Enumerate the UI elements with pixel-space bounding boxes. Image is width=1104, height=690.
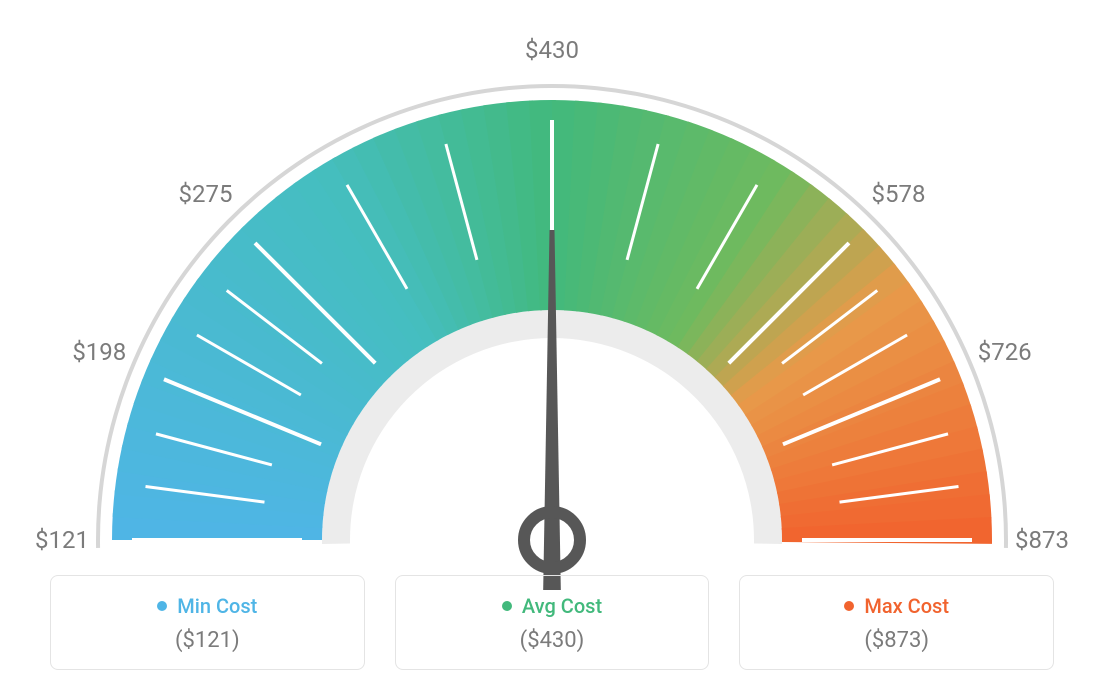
gauge-tick-label: $198 — [72, 338, 126, 366]
legend-value-max: ($873) — [750, 628, 1043, 653]
legend-label-max: Max Cost — [864, 594, 949, 618]
legend-row: Min Cost ($121) Avg Cost ($430) Max Cost… — [0, 575, 1104, 670]
legend-title-max: Max Cost — [844, 594, 949, 618]
legend-card-avg: Avg Cost ($430) — [395, 575, 710, 670]
gauge-tick-label: $726 — [978, 338, 1032, 366]
gauge-tick-label: $430 — [525, 36, 579, 64]
legend-label-avg: Avg Cost — [522, 594, 602, 618]
legend-value-avg: ($430) — [406, 628, 699, 653]
legend-title-avg: Avg Cost — [502, 594, 602, 618]
legend-title-min: Min Cost — [157, 594, 257, 618]
gauge-tick-label: $873 — [1015, 526, 1069, 554]
gauge-tick-label: $275 — [179, 180, 233, 208]
legend-value-min: ($121) — [61, 628, 354, 653]
gauge-tick-label: $121 — [35, 526, 89, 554]
legend-dot-avg — [502, 601, 512, 611]
legend-card-max: Max Cost ($873) — [739, 575, 1054, 670]
gauge-svg — [0, 30, 1104, 590]
gauge-chart: $121 $198 $275 $430 $578 $726 $873 — [0, 0, 1104, 560]
legend-card-min: Min Cost ($121) — [50, 575, 365, 670]
legend-label-min: Min Cost — [177, 594, 257, 618]
legend-dot-max — [844, 601, 854, 611]
gauge-tick-label: $578 — [871, 180, 925, 208]
legend-dot-min — [157, 601, 167, 611]
